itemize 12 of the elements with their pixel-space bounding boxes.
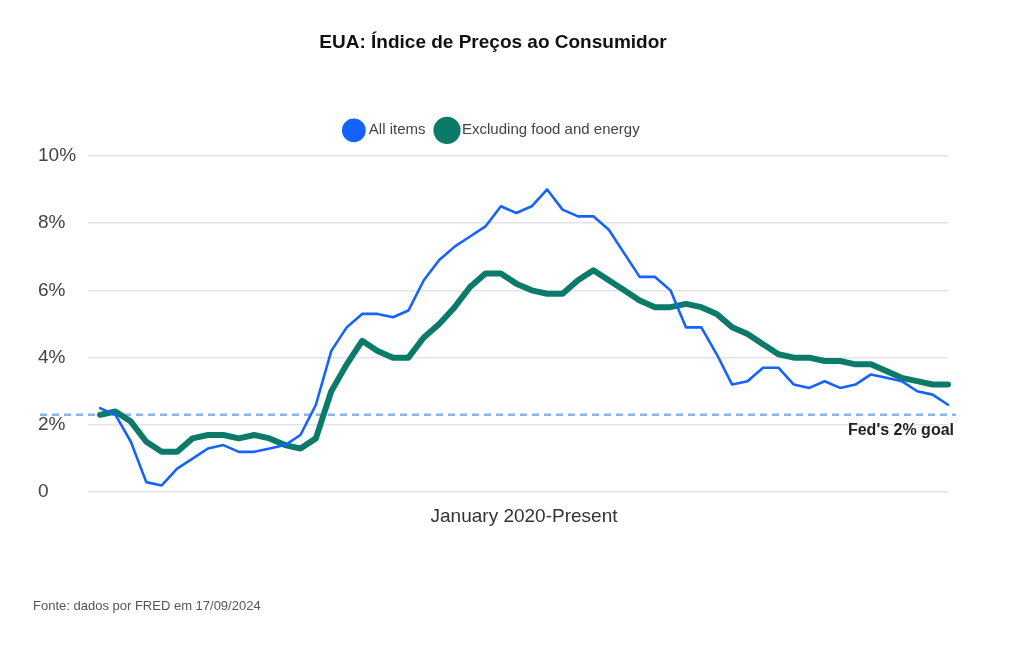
y-tick-label: 0 <box>38 480 49 502</box>
chart-title: EUA: Índice de Preços ao Consumidor <box>319 30 668 52</box>
legend-label: Excluding food and energy <box>462 120 641 138</box>
y-tick-label: 2% <box>38 413 66 435</box>
y-tick-label: 6% <box>38 278 66 300</box>
y-tick-label: 8% <box>38 211 66 233</box>
x-axis-title: January 2020-Present <box>430 504 619 526</box>
source-note: Fonte: dados por FRED em 17/09/2024 <box>33 597 261 613</box>
ref-line-label: Fed's 2% goal <box>847 421 954 439</box>
legend-label: All items <box>368 120 426 138</box>
y-tick-label: 4% <box>38 345 66 367</box>
y-tick-label: 10% <box>38 144 77 166</box>
